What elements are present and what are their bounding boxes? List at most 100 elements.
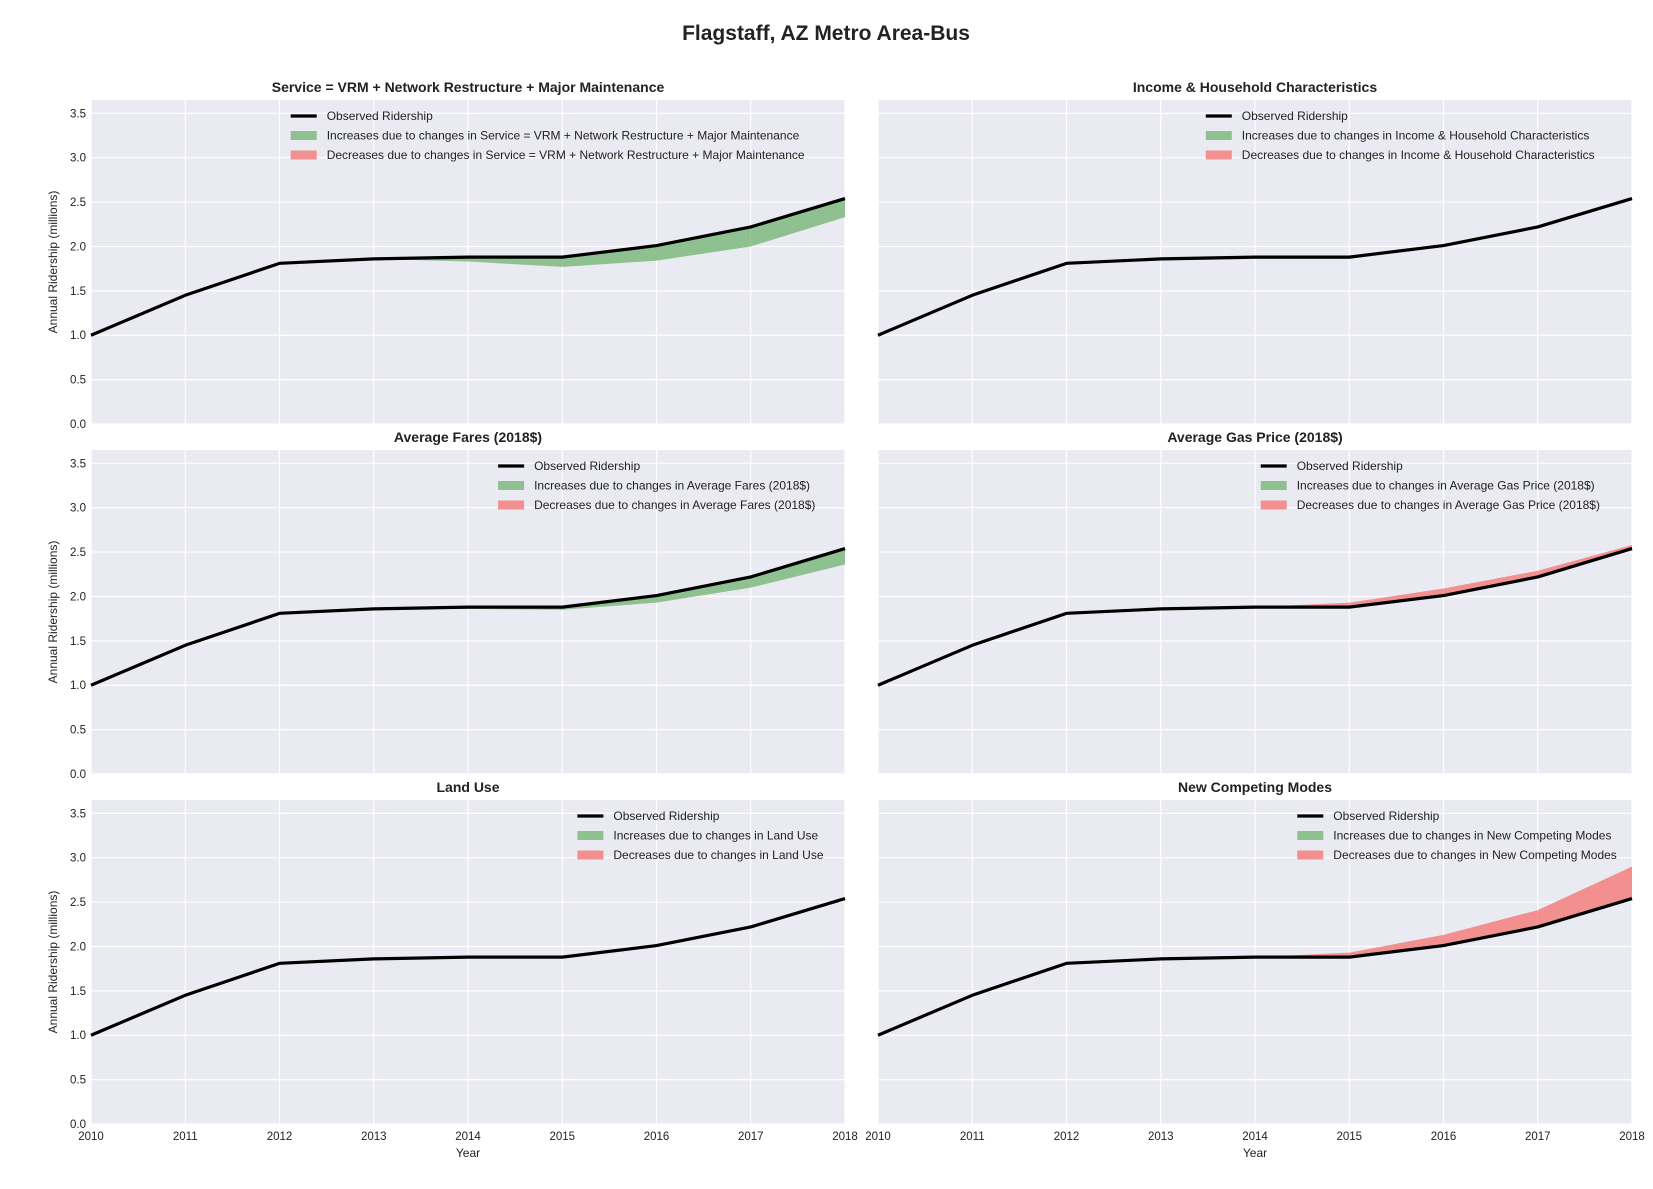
x-tick-label: 2011 — [173, 1131, 198, 1143]
subplot-title: Land Use — [436, 779, 499, 795]
legend: Observed Ridership Increases due to chang… — [577, 809, 824, 862]
y-tick-label: 3.0 — [70, 853, 86, 865]
legend-entry: Decreases due to changes in Service = VR… — [327, 148, 805, 162]
legend-entry: Increases due to changes in Average Fare… — [534, 479, 810, 493]
y-tick-label: 2.5 — [70, 197, 86, 209]
y-tick-label: 0.5 — [70, 1075, 86, 1087]
subplot-grid: Service = VRM + Network Restructure + Ma… — [46, 79, 1645, 1160]
legend-entry: Decreases due to changes in Average Gas … — [1297, 498, 1600, 512]
x-tick-label: 2012 — [1054, 1131, 1080, 1143]
legend-swatch-increase — [1297, 831, 1324, 840]
legend-entry: Observed Ridership — [1297, 459, 1403, 473]
y-tick-label: 3.5 — [70, 108, 86, 120]
legend-entry: Decreases due to changes in Land Use — [613, 848, 823, 862]
legend-swatch-decrease — [1297, 850, 1324, 860]
legend-swatch-decrease — [1205, 150, 1232, 160]
subplot-5: Land Use 0.0 0.5 1.0 1.5 2.0 2.5 3.0 3.5 Annual R… — [46, 779, 858, 1160]
y-tick-label: 0.0 — [70, 1119, 86, 1131]
legend-entry: Observed Ridership — [327, 109, 433, 123]
y-tick-label: 0.0 — [70, 769, 86, 781]
x-tick-label: 2011 — [960, 1131, 985, 1143]
increase-area — [468, 257, 563, 267]
decrease-area — [1349, 588, 1444, 608]
subplot-title: New Competing Modes — [1178, 779, 1332, 795]
y-tick-label: 3.5 — [70, 458, 86, 470]
legend-swatch-increase — [577, 831, 604, 840]
legend-entry: Increases due to changes in Income & Hou… — [1242, 129, 1590, 143]
subplot-3: Average Fares (2018$) 0.0 0.5 1.0 1.5 2.0 2.5 3… — [46, 429, 846, 781]
legend-entry: Decreases due to changes in New Competin… — [1333, 848, 1617, 862]
legend: Observed Ridership Increases due to chang… — [1205, 109, 1595, 162]
legend-entry: Decreases due to changes in Average Fare… — [534, 498, 815, 512]
legend-entry: Increases due to changes in Service = VR… — [327, 129, 800, 143]
x-tick-label: 2017 — [1525, 1131, 1551, 1143]
legend: Observed Ridership Increases due to chang… — [1297, 809, 1617, 862]
x-tick-label: 2014 — [455, 1131, 481, 1143]
y-tick-label: 2.5 — [70, 897, 86, 909]
legend-swatch-increase — [498, 481, 525, 490]
decrease-area — [1349, 934, 1444, 958]
legend: Observed Ridership Increases due to chang… — [290, 109, 805, 162]
subplot-title: Average Gas Price (2018$) — [1167, 429, 1342, 445]
legend-swatch-decrease — [498, 500, 525, 510]
legend-swatch-increase — [290, 131, 317, 140]
legend-entry: Observed Ridership — [534, 459, 640, 473]
y-tick-label: 1.5 — [70, 286, 86, 298]
figure-title: Flagstaff, AZ Metro Area-Bus — [682, 22, 970, 45]
legend-swatch-increase — [1205, 131, 1232, 140]
increase-area — [750, 548, 845, 588]
x-tick-label: 2016 — [644, 1131, 670, 1143]
legend: Observed Ridership Increases due to chang… — [1260, 459, 1600, 512]
x-tick-label: 2018 — [1619, 1131, 1645, 1143]
x-tick-label: 2012 — [267, 1131, 293, 1143]
x-axis-label: Year — [1243, 1146, 1267, 1160]
y-axis-label: Annual Ridership (millions) — [46, 191, 60, 334]
legend-entry: Observed Ridership — [1242, 109, 1348, 123]
decrease-area — [1537, 866, 1632, 927]
subplot-6: New Competing Modes 2010 2011 2012 2013 2014 2… — [865, 779, 1645, 1160]
x-axis-label: Year — [456, 1146, 480, 1160]
y-tick-label: 1.0 — [70, 680, 86, 692]
decrease-area — [1443, 910, 1538, 946]
y-tick-label: 0.5 — [70, 375, 86, 387]
x-tick-label: 2013 — [1148, 1131, 1174, 1143]
subplot-2: Income & Household Characteristics Observ… — [877, 79, 1633, 425]
y-tick-label: 1.5 — [70, 986, 86, 998]
legend-entry: Increases due to changes in Average Gas … — [1297, 479, 1595, 493]
y-tick-label: 2.0 — [70, 241, 86, 253]
x-tick-label: 2016 — [1431, 1131, 1457, 1143]
y-tick-label: 0.5 — [70, 725, 86, 737]
legend-entry: Observed Ridership — [1333, 809, 1439, 823]
x-tick-label: 2013 — [361, 1131, 387, 1143]
y-tick-label: 3.0 — [70, 503, 86, 515]
y-tick-label: 3.5 — [70, 808, 86, 820]
subplot-1: Service = VRM + Network Restructure + Ma… — [46, 79, 846, 431]
x-tick-label: 2014 — [1242, 1131, 1268, 1143]
legend-entry: Increases due to changes in New Competin… — [1333, 829, 1611, 843]
y-tick-label: 1.5 — [70, 636, 86, 648]
y-tick-label: 3.0 — [70, 153, 86, 165]
increase-area — [562, 245, 657, 267]
x-tick-label: 2017 — [738, 1131, 764, 1143]
subplot-title: Income & Household Characteristics — [1133, 79, 1378, 95]
x-tick-label: 2010 — [78, 1131, 104, 1143]
increase-area — [750, 198, 845, 247]
legend-swatch-decrease — [577, 850, 604, 860]
legend-entry: Observed Ridership — [613, 809, 719, 823]
y-tick-label: 2.0 — [70, 941, 86, 953]
x-tick-label: 2015 — [549, 1131, 575, 1143]
increase-area — [656, 576, 751, 603]
legend-swatch-increase — [1260, 481, 1287, 490]
legend-entry: Decreases due to changes in Income & Hou… — [1242, 148, 1595, 162]
subplot-title: Service = VRM + Network Restructure + Ma… — [272, 79, 665, 95]
subplot-4: Average Gas Price (2018$) Observed Riders… — [877, 429, 1633, 775]
y-axis-label: Annual Ridership (millions) — [46, 541, 60, 684]
legend-entry: Increases due to changes in Land Use — [613, 829, 818, 843]
x-tick-label: 2015 — [1336, 1131, 1362, 1143]
legend-swatch-decrease — [1260, 500, 1287, 510]
y-tick-label: 0.0 — [70, 419, 86, 431]
subplot-title: Average Fares (2018$) — [394, 429, 542, 445]
x-tick-label: 2018 — [832, 1131, 858, 1143]
y-tick-label: 1.0 — [70, 1030, 86, 1042]
